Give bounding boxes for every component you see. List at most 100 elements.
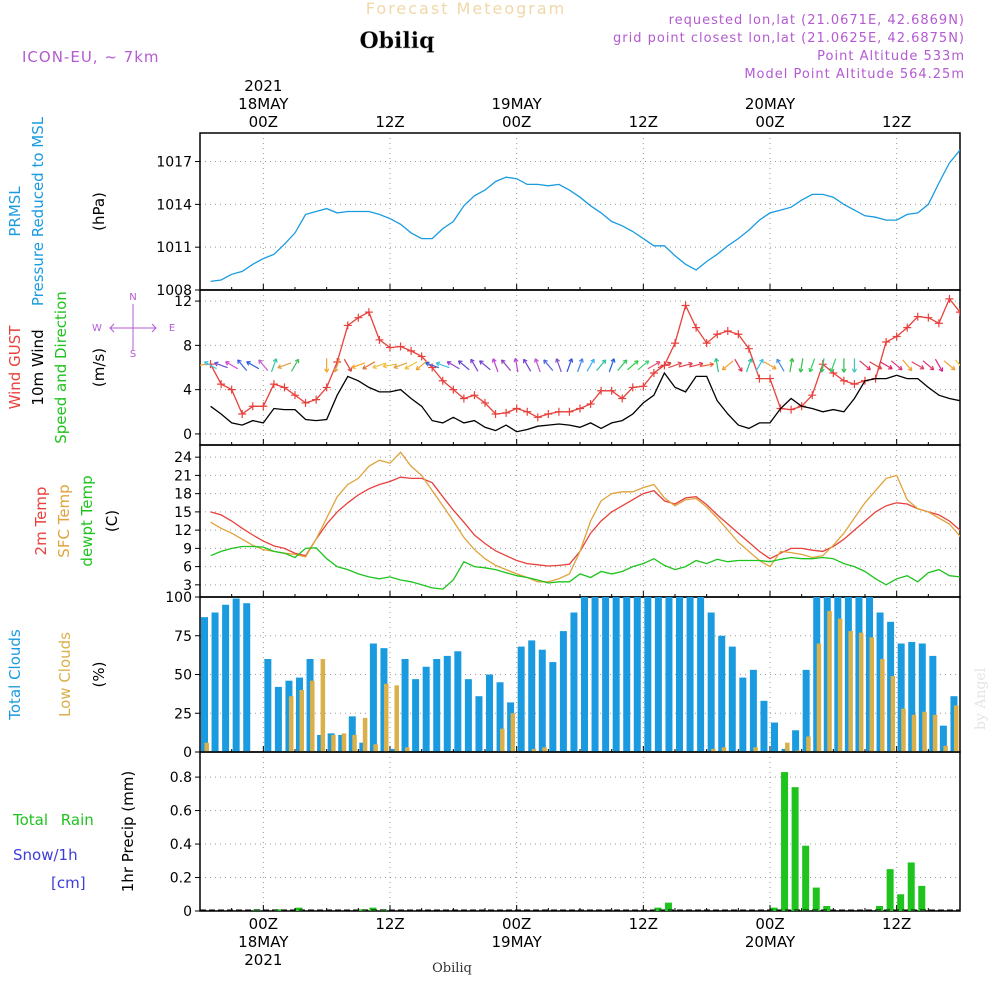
total-cloud-bar	[559, 631, 567, 752]
ytick-label: 9	[183, 541, 192, 557]
total-cloud-bar	[243, 603, 251, 752]
axis-title-temp: SFC Temp	[55, 484, 73, 557]
bottom-time-label: 00Z	[502, 915, 531, 933]
low-cloud-bar	[753, 747, 758, 752]
axis-title-temp: dewpt Temp	[78, 475, 96, 566]
total-cloud-bar	[591, 597, 599, 752]
panel-temp: 3 6 9 12 15 18 21 24 2m Temp SFC Temp dewpt Temp (C…	[32, 444, 961, 598]
ytick-label: 3	[183, 578, 192, 594]
wind-direction-arrow	[678, 361, 693, 368]
gust-marker	[681, 301, 690, 310]
gust-marker	[734, 330, 743, 339]
wind-direction-arrow	[404, 361, 418, 370]
wind-direction-arrow	[513, 357, 519, 373]
wind-direction-arrow	[290, 358, 300, 372]
wind-direction-arrow	[214, 361, 228, 369]
rain-bar	[886, 869, 894, 911]
gust-marker	[227, 385, 236, 394]
ytick-label: 0.8	[170, 770, 192, 786]
axis-title-clouds: Total Clouds	[6, 629, 24, 721]
rain-legend: Total Rain	[12, 811, 94, 829]
gust-marker	[459, 394, 468, 403]
total-cloud-bar	[549, 662, 557, 752]
total-cloud-bar	[464, 679, 472, 752]
plot-area-clouds	[201, 597, 1000, 752]
total-cloud-bar	[993, 597, 1000, 752]
low-cloud-bar	[721, 747, 727, 752]
axis-title-precip: 1hr Precip (mm)	[119, 771, 137, 892]
wind-direction-arrow	[911, 361, 925, 370]
ytick-label: 1008	[156, 283, 192, 299]
wind-direction-arrow	[668, 361, 683, 369]
wind-direction-arrow	[934, 358, 944, 372]
total-cloud-bar	[918, 643, 926, 752]
plot-area-precip	[200, 772, 960, 911]
axis-unit-temp: (C)	[103, 510, 121, 532]
total-cloud-bar	[433, 659, 441, 752]
total-cloud-bar	[274, 686, 282, 752]
ytick-label: 100	[165, 590, 192, 606]
wind-direction-arrow	[890, 360, 903, 371]
wind-direction-arrow	[258, 359, 269, 372]
point-altitude: Point Altitude 533m	[817, 49, 965, 64]
bottom-time-label: 18MAY	[238, 933, 289, 951]
wind-direction-arrow	[362, 361, 376, 370]
wind-direction-arrow	[270, 358, 278, 373]
total-cloud-bar	[718, 635, 726, 752]
axis-title-clouds: Low Clouds	[56, 632, 74, 717]
low-cloud-bar	[383, 683, 389, 752]
wind-direction-arrow	[637, 360, 650, 371]
rain-bar	[781, 772, 789, 911]
series-line-temp-2	[210, 545, 960, 590]
wind-direction-arrow	[523, 358, 532, 372]
rain-bar	[791, 787, 799, 911]
low-cloud-bar	[500, 728, 505, 752]
rain-bar	[770, 907, 778, 911]
rain-bar	[369, 907, 377, 911]
gust-marker	[586, 400, 595, 409]
low-cloud-bar	[869, 637, 874, 752]
wind-direction-arrow	[596, 359, 607, 372]
compass-south: S	[130, 349, 136, 360]
total-cloud-bar	[697, 597, 705, 752]
total-cloud-bar	[792, 730, 800, 752]
low-cloud-bar	[299, 690, 304, 752]
rain-bar	[897, 894, 905, 911]
top-time-label: 18MAY	[238, 95, 289, 113]
gust-marker	[787, 405, 796, 414]
total-cloud-bar	[232, 598, 240, 752]
gust-marker	[280, 383, 289, 392]
gust-marker	[470, 391, 479, 400]
total-cloud-bar	[961, 654, 968, 752]
gust-marker	[576, 404, 584, 413]
gust-marker	[544, 410, 553, 418]
low-cloud-bar	[911, 714, 917, 752]
ytick-label: 6	[183, 560, 192, 576]
top-time-label: 12Z	[629, 113, 658, 131]
wind-direction-arrow	[343, 358, 352, 372]
wind-direction-arrow	[372, 362, 387, 370]
total-cloud-bar	[570, 612, 578, 752]
total-cloud-bar	[749, 669, 757, 752]
series-line-pressure-0	[210, 149, 960, 283]
gust-marker	[671, 339, 679, 348]
low-cloud-bar	[785, 742, 790, 752]
total-cloud-bar	[443, 655, 451, 752]
total-cloud-bar	[802, 669, 810, 752]
low-cloud-bar	[837, 618, 843, 752]
total-cloud-bar	[422, 666, 430, 752]
total-cloud-bar	[401, 659, 409, 752]
gust-marker	[882, 338, 891, 347]
gust-marker	[449, 385, 458, 394]
bottom-time-label: 12Z	[882, 915, 911, 933]
low-cloud-bar	[795, 750, 801, 752]
ytick-label: 12	[174, 523, 192, 539]
low-cloud-bar	[943, 745, 948, 752]
wind-direction-arrow	[808, 358, 816, 373]
bottom-time-label: 12Z	[375, 915, 404, 933]
gust-marker	[554, 407, 563, 416]
ytick-label: 0.4	[170, 837, 192, 853]
low-cloud-bar	[542, 747, 547, 752]
wind-direction-arrow	[776, 358, 785, 372]
